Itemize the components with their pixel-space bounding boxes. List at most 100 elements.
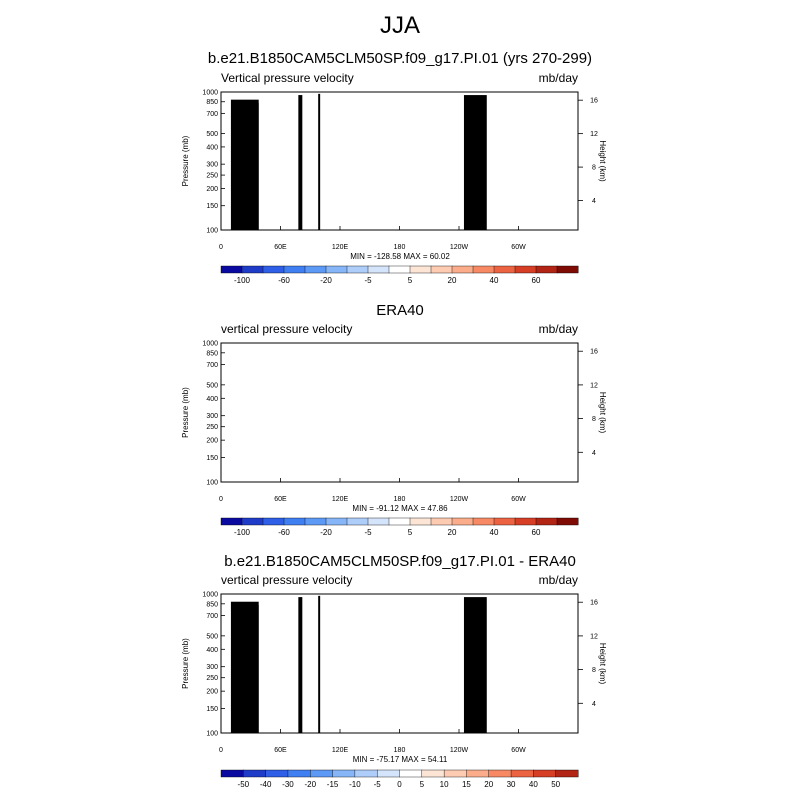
colorbar-swatch [332, 769, 356, 778]
y-tick-label: 100 [206, 228, 218, 235]
variable-label: vertical pressure velocity [221, 573, 352, 587]
min-max-stats: MIN = -75.17 MAX = 54.11 [353, 755, 448, 764]
panel-3: b.e21.B1850CAM5CLM50SP.f09_g17.PI.01 - E… [181, 553, 607, 789]
y-tick-label: 100 [206, 731, 218, 738]
topography-block [318, 595, 321, 733]
colorbar-swatch [220, 517, 243, 526]
colorbar-swatch [451, 517, 474, 526]
y-tick-label: 500 [206, 633, 218, 640]
colorbar-swatch [346, 265, 369, 274]
colorbar-label: 60 [532, 276, 541, 285]
y-tick-label: 500 [206, 382, 218, 389]
min-max-stats: MIN = -128.58 MAX = 60.02 [350, 252, 450, 261]
colorbar-label: -100 [234, 276, 251, 285]
colorbar-swatch [376, 769, 401, 778]
height-axis-label: Height (km) [598, 643, 607, 685]
colorbar-label: -50 [238, 780, 250, 789]
y-tick-label: 150 [206, 455, 218, 462]
height-tick-label: 4 [592, 198, 596, 205]
colorbar-label: -60 [278, 276, 290, 285]
variable-label: Vertical pressure velocity [221, 71, 354, 85]
x-tick-label: 60E [274, 496, 287, 503]
colorbar-label: 60 [532, 528, 541, 537]
y-axis: 100 150 200 250 300 400 500 700 850 1000 Pressure … [181, 341, 225, 487]
colorbar-swatch [262, 265, 285, 274]
colorbar-swatch [533, 769, 557, 778]
colorbar-label: -5 [374, 780, 382, 789]
height-tick-label: 12 [590, 131, 598, 138]
colorbar-swatch [466, 769, 490, 778]
units-label: mb/day [539, 573, 578, 587]
topography-block [463, 95, 487, 230]
topography-block [476, 96, 481, 230]
colorbar-label: 15 [462, 780, 471, 789]
colorbar-swatch [556, 265, 579, 274]
y-tick-label: 850 [206, 601, 218, 608]
x-tick-label: 180 [394, 747, 406, 754]
variable-label: vertical pressure velocity [221, 322, 352, 336]
colorbar-swatch [262, 517, 285, 526]
x-tick-label: 180 [394, 496, 406, 503]
colorbar-label: 5 [420, 780, 425, 789]
colorbar-swatch [325, 265, 348, 274]
colorbar-label: 50 [551, 780, 560, 789]
colorbar: -100 -60 -20 -5 5 20 40 60 [220, 517, 579, 537]
plot-frame [220, 342, 579, 483]
colorbar-swatch [535, 517, 558, 526]
y-tick-label: 300 [206, 664, 218, 671]
x-tick-label: 120W [450, 496, 469, 503]
colorbar-swatch [514, 517, 537, 526]
topography-block [298, 95, 303, 230]
topography-mask [230, 93, 487, 230]
topography-block [318, 93, 321, 230]
colorbar-label: 5 [408, 276, 413, 285]
colorbar-label: -20 [320, 528, 332, 537]
colorbar-swatch [555, 769, 579, 778]
height-tick-label: 8 [592, 416, 596, 423]
colorbar-swatch [443, 769, 467, 778]
colorbar-label: 10 [440, 780, 449, 789]
units-label: mb/day [539, 71, 578, 85]
height-tick-label: 12 [590, 633, 598, 640]
colorbar-swatch [535, 265, 558, 274]
y-axis-label: Pressure (mb) [181, 387, 190, 438]
y-axis-label: Pressure (mb) [181, 135, 190, 186]
topography-mask [230, 595, 487, 733]
colorbar-swatch [354, 769, 378, 778]
y-tick-label: 400 [206, 144, 218, 151]
panel-title: b.e21.B1850CAM5CLM50SP.f09_g17.PI.01 - E… [224, 553, 576, 570]
y-axis-label: Pressure (mb) [181, 638, 190, 689]
height-tick-label: 16 [590, 600, 598, 607]
x-axis: 0 60E 120E 180 120W 60W [219, 226, 526, 251]
colorbar-swatch [472, 265, 495, 274]
topography-block [245, 604, 259, 733]
x-tick-label: 120E [332, 496, 349, 503]
colorbar-label: -30 [282, 780, 294, 789]
colorbar-swatch [220, 769, 244, 778]
topography-block [463, 597, 487, 733]
panel-2: ERA40 vertical pressure velocity mb/day 100… [181, 302, 607, 537]
height-tick-label: 16 [590, 349, 598, 356]
colorbar-swatch [241, 265, 264, 274]
colorbar-label: 40 [529, 780, 538, 789]
height-tick-label: 12 [590, 382, 598, 389]
colorbar: -100 -60 -20 -5 5 20 40 60 [220, 265, 579, 285]
y-tick-label: 200 [206, 186, 218, 193]
x-tick-label: 60W [511, 244, 526, 251]
y-tick-label: 700 [206, 613, 218, 620]
y-tick-label: 200 [206, 438, 218, 445]
colorbar-swatch [265, 769, 289, 778]
y-tick-label: 250 [206, 424, 218, 431]
colorbar-swatch [367, 265, 390, 274]
colorbar-swatch [283, 265, 306, 274]
y-tick-label: 300 [206, 162, 218, 169]
y-tick-label: 850 [206, 350, 218, 357]
height-tick-label: 16 [590, 98, 598, 105]
colorbar-swatch [388, 517, 411, 526]
x-axis: 0 60E 120E 180 120W 60W [219, 729, 526, 754]
x-tick-label: 120W [450, 244, 469, 251]
height-tick-label: 4 [592, 701, 596, 708]
colorbar-swatch [409, 265, 432, 274]
colorbar-swatch [367, 517, 390, 526]
